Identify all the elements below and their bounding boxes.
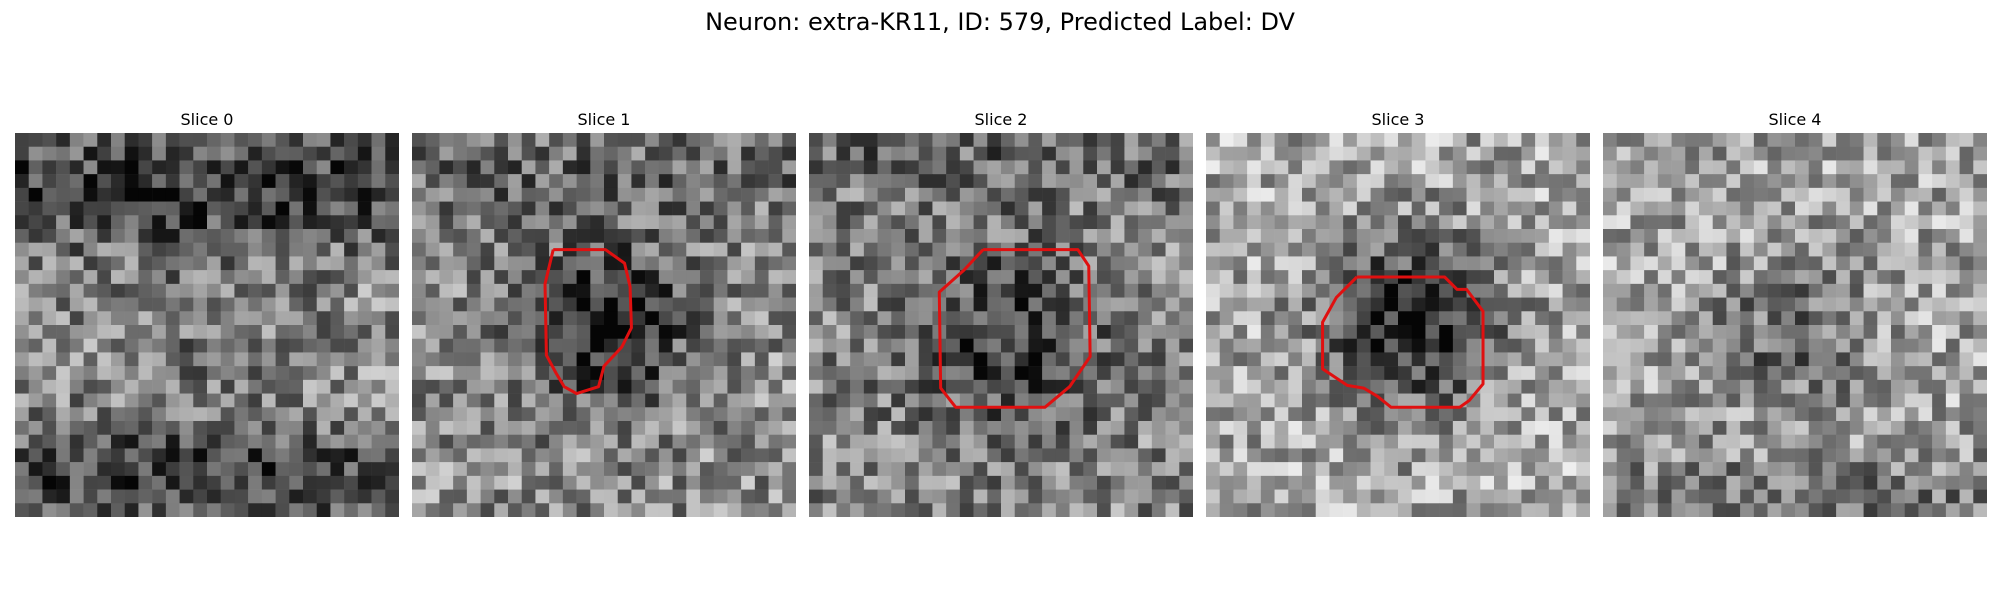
figure-title: Neuron: extra-KR11, ID: 579, Predicted L… [705, 8, 1295, 36]
roi-contour [1321, 275, 1485, 409]
slice-image-4 [1603, 133, 1987, 517]
slice-title-2: Slice 2 [974, 110, 1028, 129]
slice-title-4: Slice 4 [1768, 110, 1822, 129]
roi-contour [937, 248, 1092, 409]
slice-image-2 [809, 133, 1193, 517]
slice-title-1: Slice 1 [577, 110, 631, 129]
slice-image-3 [1206, 133, 1590, 517]
slice-title-3: Slice 3 [1371, 110, 1425, 129]
roi-contour [543, 248, 633, 396]
slice-image-1 [412, 133, 796, 517]
slice-image-0 [15, 133, 399, 517]
slice-title-0: Slice 0 [180, 110, 234, 129]
